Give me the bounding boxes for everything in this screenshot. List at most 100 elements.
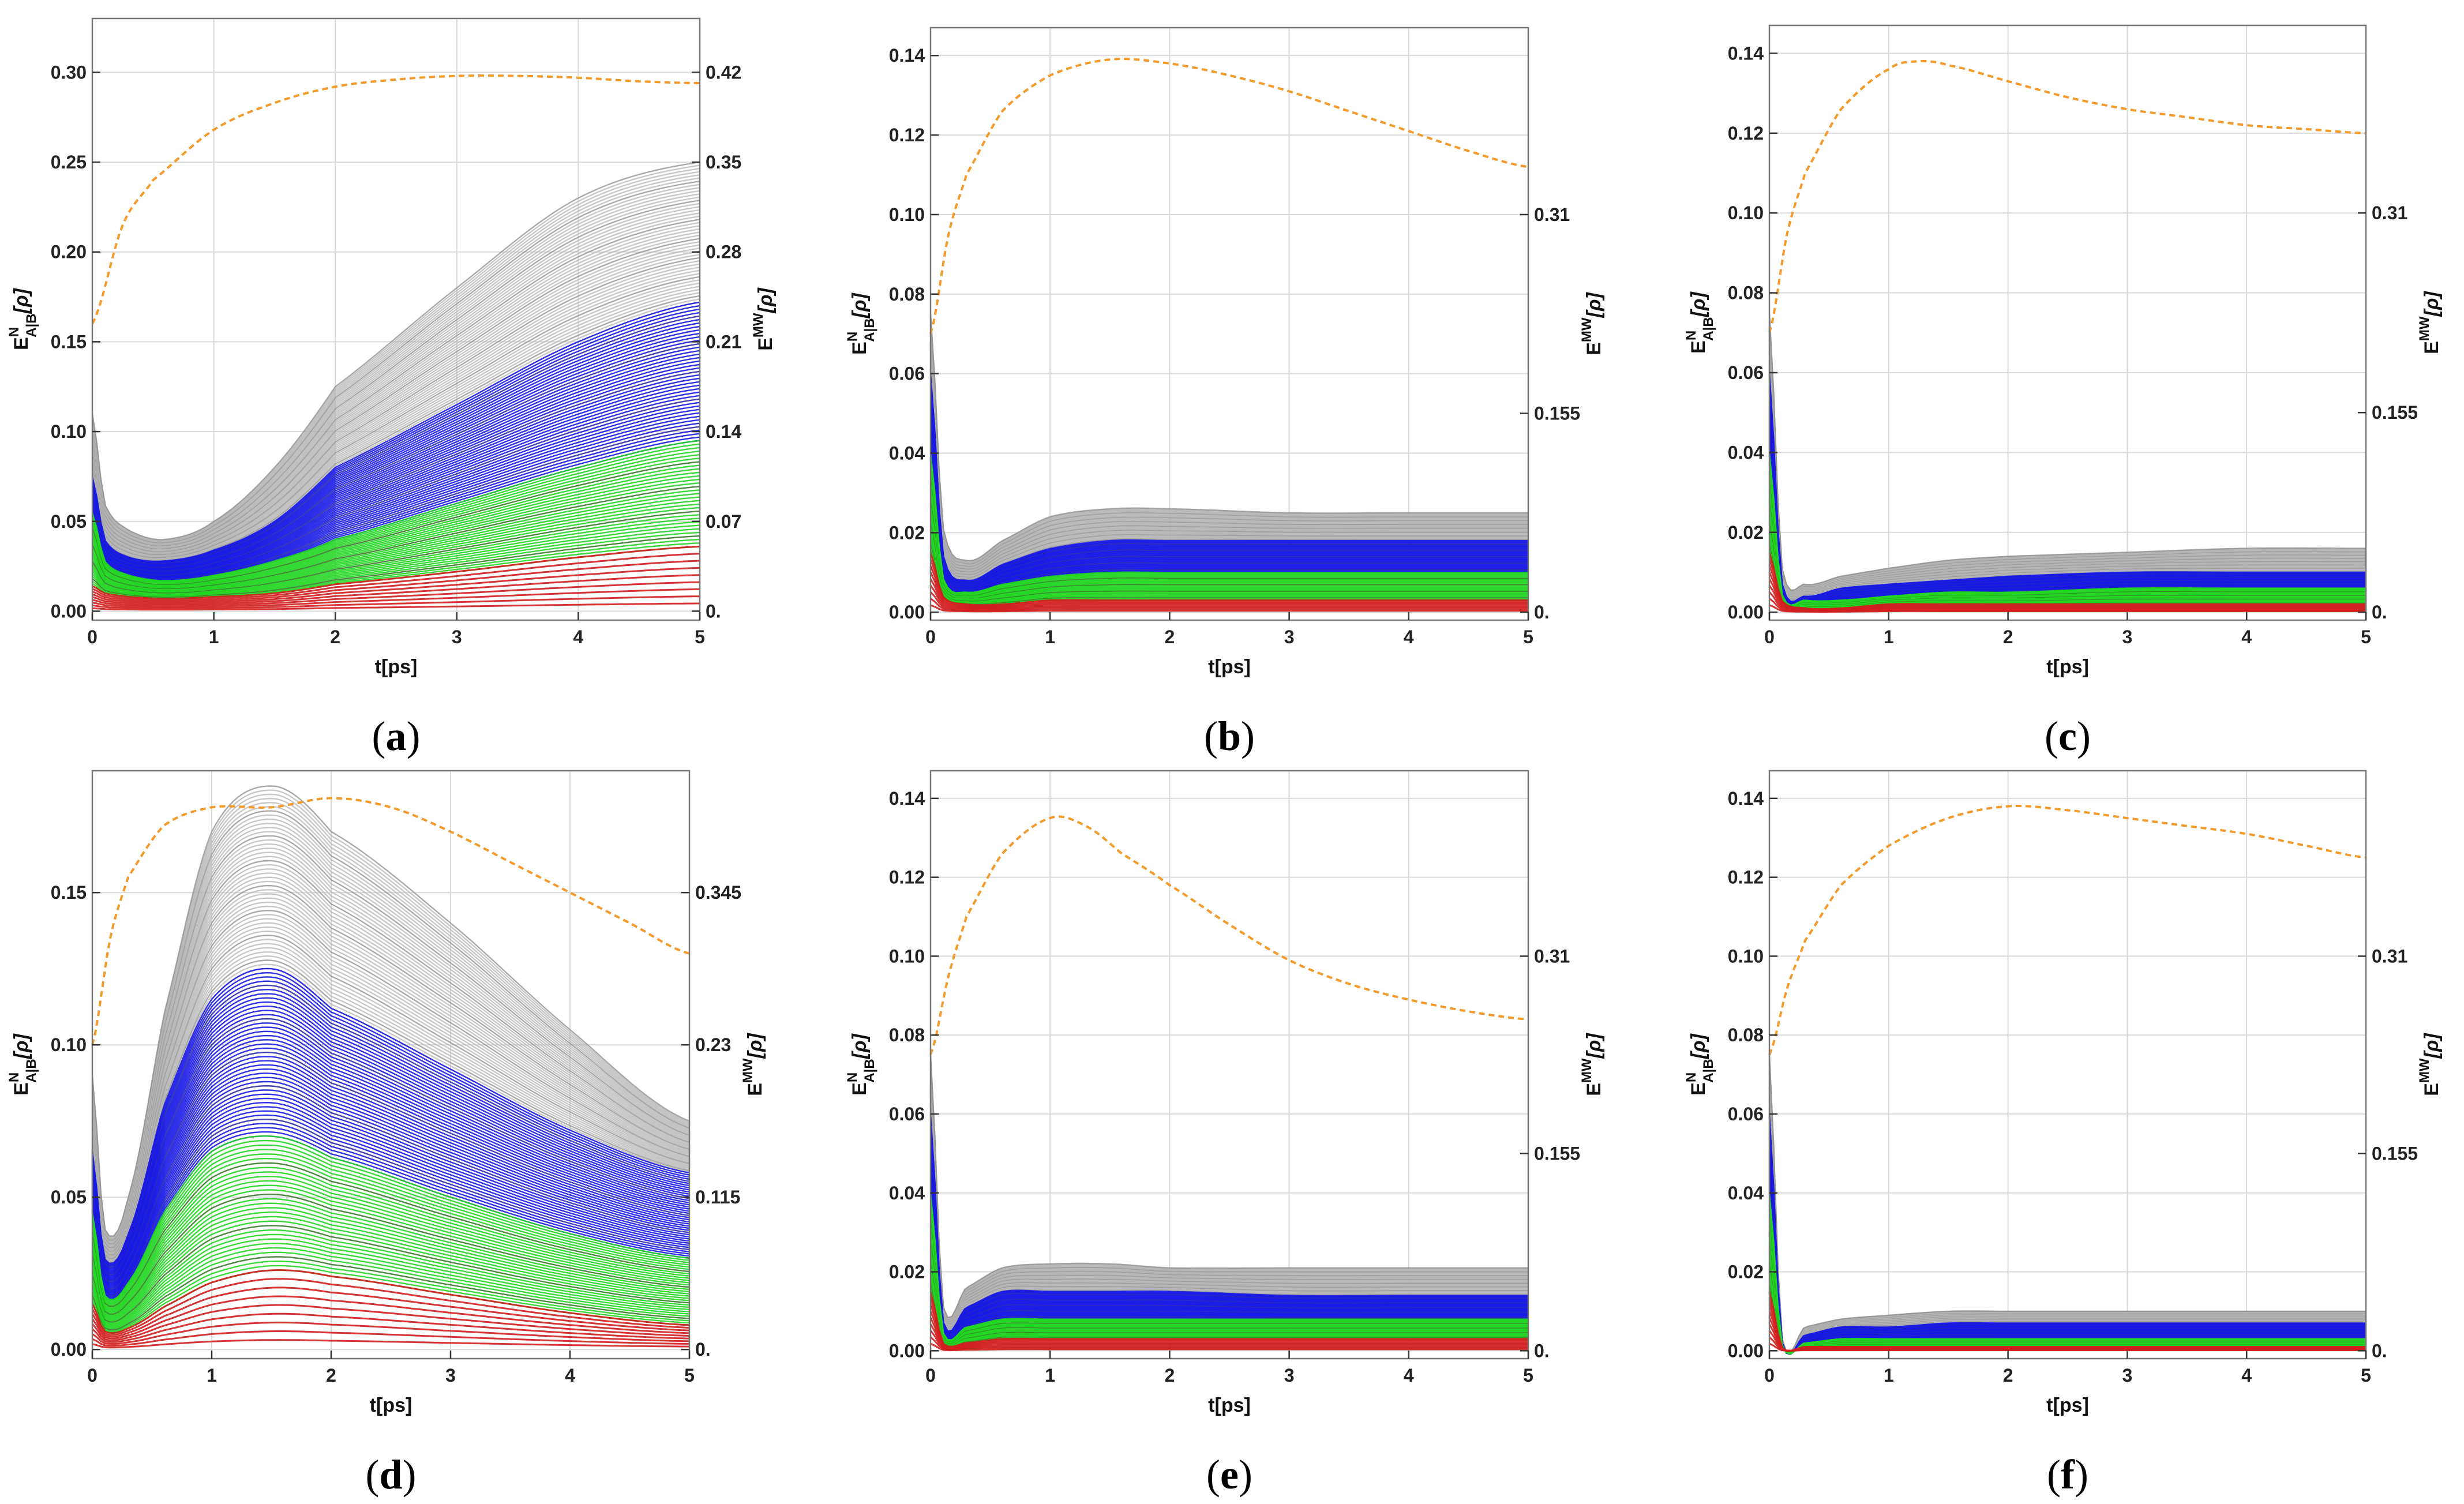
red-band-line bbox=[929, 552, 1528, 606]
x-tick-label: 1 bbox=[1884, 627, 1894, 647]
right-tick-label: 0.28 bbox=[706, 242, 741, 262]
right-tick-label: 0.155 bbox=[2372, 402, 2418, 423]
green-band-line bbox=[929, 529, 1528, 603]
blue-band-line bbox=[91, 1026, 690, 1277]
x-axis-label: t[ps] bbox=[370, 1394, 412, 1416]
panel-f: 0 1 2 3 4 5 0.00 0.02 0.04 0.06 0.08 0.10 0.12 0.14 0.… bbox=[1683, 770, 2443, 1498]
gray-band-line bbox=[91, 926, 690, 1258]
gray-band-line bbox=[91, 868, 690, 1250]
blue-band-line bbox=[91, 1030, 690, 1278]
red-band-line bbox=[929, 1297, 1528, 1348]
y-tick-label: 0.00 bbox=[889, 602, 925, 622]
green-band-line bbox=[91, 1135, 690, 1300]
y-tick-label: 0.12 bbox=[889, 867, 925, 888]
green-band-line bbox=[929, 466, 1528, 595]
green-band-line bbox=[929, 545, 1528, 605]
red-band-line bbox=[92, 1330, 689, 1347]
green-band-line bbox=[91, 1193, 690, 1315]
y-axis-label-left: EN A|B[ρ] bbox=[6, 287, 39, 350]
red-band-line bbox=[92, 545, 700, 600]
y-tick-label: 0.10 bbox=[51, 421, 87, 442]
green-band-line bbox=[929, 496, 1528, 599]
gray-band-line bbox=[1768, 1068, 2366, 1354]
x-tick-label: 1 bbox=[207, 1365, 217, 1386]
red-band-line bbox=[92, 1339, 690, 1349]
gray-band-line bbox=[91, 831, 690, 1244]
y-tick-label: 0.00 bbox=[889, 1340, 925, 1361]
right-tick-label: 0.31 bbox=[1534, 946, 1570, 966]
y-axis-label-right: EMW[ρ] bbox=[2417, 1033, 2443, 1096]
green-band-line bbox=[91, 1265, 690, 1333]
red-band-line bbox=[91, 1269, 690, 1334]
y-tick-label: 0.06 bbox=[889, 1104, 925, 1124]
green-band-line bbox=[91, 1238, 690, 1326]
blue-band-line bbox=[91, 1123, 690, 1297]
blue-band-line bbox=[91, 984, 690, 1268]
blue-band-line bbox=[91, 1114, 690, 1296]
red-band-line bbox=[91, 1278, 690, 1336]
green-band-line bbox=[929, 542, 1528, 605]
x-tick-label: 2 bbox=[330, 627, 340, 647]
blue-band-line bbox=[91, 1106, 690, 1294]
gray-band-line bbox=[1768, 1069, 2366, 1354]
x-tick-label: 4 bbox=[2241, 1365, 2252, 1386]
gray-band-line bbox=[1768, 1060, 2366, 1354]
red-band-line bbox=[929, 1291, 1528, 1348]
gray-band-line bbox=[91, 918, 690, 1257]
gray-band-line bbox=[91, 860, 690, 1248]
y-tick-label: 0.14 bbox=[889, 45, 925, 66]
green-band-line bbox=[91, 1233, 690, 1325]
blue-band-line bbox=[91, 1056, 690, 1283]
blue-band-line bbox=[91, 1022, 690, 1276]
red-band-line bbox=[929, 578, 1528, 609]
plot-frame bbox=[929, 27, 1529, 621]
green-band-line bbox=[929, 535, 1528, 603]
y-tick-label: 0.06 bbox=[1728, 362, 1764, 383]
red-band-line bbox=[930, 604, 1528, 613]
blue-band-line bbox=[91, 1072, 690, 1287]
blue-band-line bbox=[91, 1068, 690, 1286]
y-tick-label: 0.14 bbox=[1728, 43, 1764, 63]
orange-dashed-curve bbox=[91, 797, 690, 1045]
gray-band-line bbox=[1768, 1057, 2366, 1354]
y-tick-label: 0.02 bbox=[1728, 522, 1764, 543]
gray-band-line bbox=[91, 922, 690, 1258]
green-band-line bbox=[929, 456, 1528, 594]
y-tick-label: 0.10 bbox=[889, 204, 925, 225]
red-band-line bbox=[930, 1342, 1528, 1352]
gray-band-line bbox=[1768, 317, 2366, 592]
y-tick-label: 0.12 bbox=[1728, 123, 1764, 144]
red-band-line bbox=[929, 1336, 1528, 1351]
y-axis-label-right: EMW[ρ] bbox=[740, 1033, 766, 1096]
x-tick-label: 5 bbox=[1523, 1365, 1533, 1386]
gray-band-line bbox=[91, 839, 690, 1245]
y-axis-label-right: EMW[ρ] bbox=[751, 287, 777, 351]
y-tick-label: 0.12 bbox=[1728, 867, 1764, 888]
blue-band-line bbox=[91, 1051, 690, 1282]
red-band-line bbox=[929, 1317, 1528, 1349]
gray-band-line bbox=[91, 939, 690, 1260]
red-band-line bbox=[929, 591, 1528, 611]
panel-caption: (f) bbox=[2047, 1452, 2088, 1498]
gray-band-line bbox=[1768, 1064, 2366, 1354]
gray-band-line bbox=[91, 910, 690, 1256]
green-band-line bbox=[929, 512, 1528, 601]
blue-band-line bbox=[91, 967, 690, 1265]
green-band-line bbox=[91, 1139, 690, 1302]
x-tick-label: 3 bbox=[445, 1365, 456, 1386]
x-tick-label: 3 bbox=[2122, 1365, 2133, 1386]
plot-frame bbox=[929, 770, 1529, 1360]
blue-band-line bbox=[91, 1034, 690, 1279]
y-axis-label-left: EN A|B[ρ] bbox=[845, 292, 877, 354]
plot-frame bbox=[1768, 24, 2367, 621]
blue-band-line bbox=[1768, 372, 2366, 602]
gray-band-line bbox=[1768, 315, 2366, 592]
red-band-line bbox=[92, 553, 700, 601]
gray-band-line bbox=[91, 935, 690, 1259]
right-tick-label: 0.21 bbox=[706, 331, 741, 352]
red-band-line bbox=[930, 598, 1528, 612]
right-tick-label: 0.42 bbox=[706, 62, 741, 82]
blue-band-line bbox=[91, 1127, 690, 1299]
blue-band-line bbox=[929, 373, 1528, 582]
